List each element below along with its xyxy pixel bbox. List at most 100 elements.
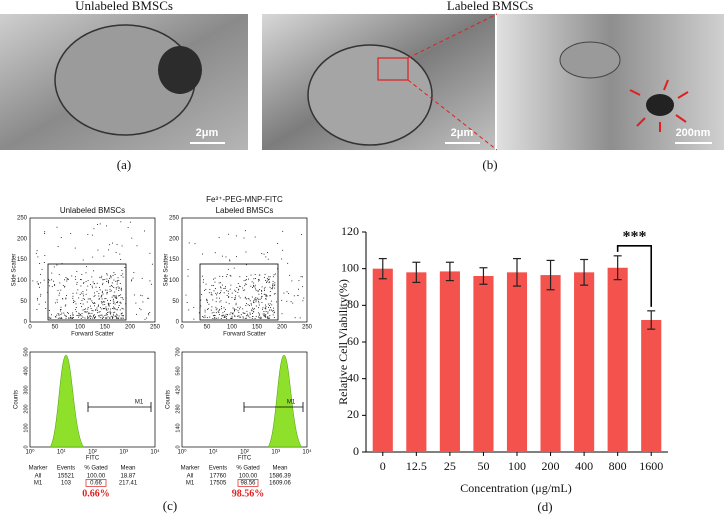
scatter-dot — [113, 286, 115, 288]
scatter-dot — [290, 301, 292, 303]
scatter-dot — [107, 308, 109, 310]
scatter-dot — [56, 299, 58, 301]
scatter-dot — [87, 280, 89, 282]
y-tick-label: 250 — [169, 216, 180, 222]
scatter-dot — [119, 282, 121, 284]
gate — [199, 263, 279, 321]
scatter-dot — [136, 313, 138, 315]
scatter-dot — [109, 317, 111, 319]
scatter-dot — [251, 296, 253, 298]
scatter-dot — [93, 302, 95, 304]
scatter-dot — [109, 285, 111, 287]
scatter-dot — [103, 316, 105, 318]
scatter-dot — [245, 317, 247, 319]
scatter-dot — [84, 298, 85, 300]
scatter-dot — [234, 315, 236, 317]
scatter-dot — [254, 298, 256, 300]
table-header: Marker — [29, 466, 48, 472]
table-cell: 98.56 — [240, 481, 256, 487]
scatter-dot — [92, 310, 94, 312]
scatter-dot — [267, 311, 269, 313]
panel-label: (c) — [163, 498, 177, 513]
scatter-dot — [193, 306, 195, 308]
scatter-dot — [114, 295, 116, 297]
scatter-dot — [255, 305, 257, 307]
scatter-dot — [93, 283, 95, 285]
scatter-dot — [87, 308, 89, 310]
scatter-dot — [57, 289, 59, 291]
table-cell: 17505 — [210, 481, 227, 487]
scatter-dot — [288, 293, 290, 294]
scatter-dot — [249, 300, 251, 302]
scatter-dot — [94, 302, 95, 304]
scatter-dot — [208, 303, 210, 305]
scatter-dot — [225, 286, 227, 288]
scatter-dot — [115, 286, 117, 288]
scatter-dot — [274, 284, 276, 286]
scatter-dot — [120, 288, 122, 290]
scatter-dot — [93, 270, 95, 272]
scatter-dot — [106, 314, 108, 316]
scatter-dot — [117, 277, 119, 279]
scatter-dot — [60, 306, 62, 308]
scatter-dot — [40, 273, 42, 275]
y-tick-label: 100 — [169, 278, 180, 284]
scatter-dot — [237, 292, 239, 293]
scatter-dot — [35, 252, 37, 254]
scatter-dot — [105, 307, 107, 309]
scatter-dot — [246, 310, 248, 312]
scatter-dot — [281, 258, 283, 260]
scatter-dot — [238, 289, 239, 291]
scatter-dot — [100, 307, 101, 309]
scatter-dot — [237, 310, 239, 312]
scatter-dot — [56, 301, 58, 303]
scatter-dot — [239, 297, 241, 299]
cell-nucleus — [307, 44, 433, 146]
scatter-dot — [57, 246, 59, 247]
scatter-dot — [80, 285, 82, 287]
scatter-dot — [71, 275, 73, 277]
scatter-dot — [258, 302, 260, 304]
scatter-dot — [94, 292, 95, 294]
scatter-dot — [121, 307, 123, 309]
scatter-dot — [255, 301, 257, 303]
scatter-dot — [93, 228, 95, 230]
scatter-dot — [212, 284, 214, 286]
scatter-dot — [108, 304, 110, 306]
plot-title: Fe³⁺-PEG-MNP-FITC — [206, 195, 283, 204]
scatter-dot — [222, 312, 224, 314]
scatter-dot — [115, 316, 117, 318]
scatter-dot — [233, 267, 235, 269]
scatter-dot — [106, 309, 108, 311]
y-tick-label: 50 — [20, 299, 27, 305]
scatter-dot — [220, 292, 221, 294]
scatter-dot — [226, 276, 227, 278]
scatter-dot — [54, 316, 56, 317]
scatter-dot — [149, 252, 151, 254]
scatter-dot — [108, 305, 110, 307]
scatter-dot — [120, 259, 122, 260]
scatter-dot — [90, 284, 91, 285]
scatter-dot — [113, 306, 114, 308]
bar — [473, 276, 494, 452]
scatter-dot — [226, 290, 228, 292]
y-tick-label: 200 — [169, 236, 180, 242]
scatter-dot — [219, 293, 221, 295]
scatter-dot — [268, 278, 270, 280]
scatter-dot — [267, 317, 269, 319]
scatter-dot — [273, 312, 275, 314]
scatter-dot — [116, 280, 118, 282]
scatter-dot — [89, 298, 91, 300]
scatter-dot — [63, 312, 65, 314]
scatter-dot — [211, 306, 213, 308]
scatter-dot — [151, 263, 153, 265]
scatter-dot — [226, 295, 228, 296]
scatter-dot — [102, 316, 104, 318]
scatter-dot — [268, 278, 269, 280]
scatter-dot — [251, 317, 253, 319]
scatter-dot — [281, 313, 283, 315]
scatter-dot — [85, 281, 87, 283]
scatter-dot — [264, 293, 266, 295]
scatter-dot — [82, 293, 84, 295]
scatter-dot — [221, 308, 222, 310]
